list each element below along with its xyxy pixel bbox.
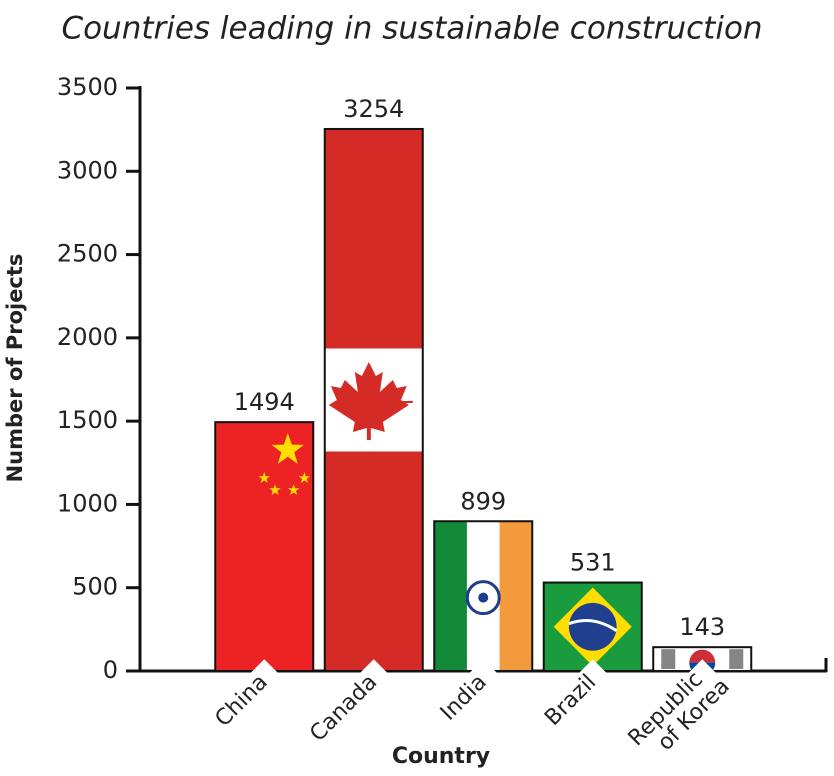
chart-title: Countries leading in sustainable constru… [61,11,762,47]
flag-stripe [434,521,467,671]
flag-leaf [328,361,409,440]
flag-stripe [499,521,533,671]
bar-group [652,646,753,673]
label-bg [572,659,613,699]
bar-group [542,581,643,673]
y-axis-label: Number of Projects [3,254,27,483]
y-tick-label: 2000 [57,323,118,351]
value-label: 899 [460,487,506,515]
value-label: 1494 [234,388,295,416]
y-tick-label: 1500 [57,406,118,434]
bar-group [433,520,534,672]
value-label: 531 [570,549,616,577]
y-tick-label: 3000 [57,156,118,184]
flag-trigram [729,649,744,669]
flag-chakra-hub [478,592,489,603]
flag [661,649,744,672]
flag-star [258,472,270,483]
x-tick-group: Republicof Korea [624,657,735,768]
bar-group [214,421,315,672]
flag-band [568,619,618,633]
label-bg [353,659,394,699]
x-axis-label: Country [392,744,490,769]
label-bg [682,659,723,699]
flag [258,433,311,495]
flag-trigram [661,649,676,669]
y-tick-label: 500 [72,573,118,601]
y-tick-label: 3500 [57,73,118,101]
flag-star [287,484,300,495]
y-tick-label: 2500 [57,240,118,268]
flag [324,348,423,452]
x-tick-label: China [211,670,273,732]
flag [553,587,632,666]
flag-star [271,433,304,464]
x-tick-group: Canada [305,659,394,747]
flag [434,521,533,671]
flag-globe [568,602,617,651]
label-bg [463,659,504,699]
flag-star [269,484,281,495]
value-label: 143 [679,613,725,641]
x-tick-label: Republicof Korea [624,657,735,768]
y-tick-label: 0 [103,656,118,684]
y-tick-label: 1000 [57,489,118,517]
x-tick-label: Canada [305,670,382,747]
flag-star [298,472,311,483]
flag-taeguk [689,649,716,663]
x-tick-label: Brazil [540,670,601,731]
label-bg [244,659,285,699]
bar [215,422,314,671]
value-label: 3254 [343,95,404,123]
bar-group [323,127,424,673]
